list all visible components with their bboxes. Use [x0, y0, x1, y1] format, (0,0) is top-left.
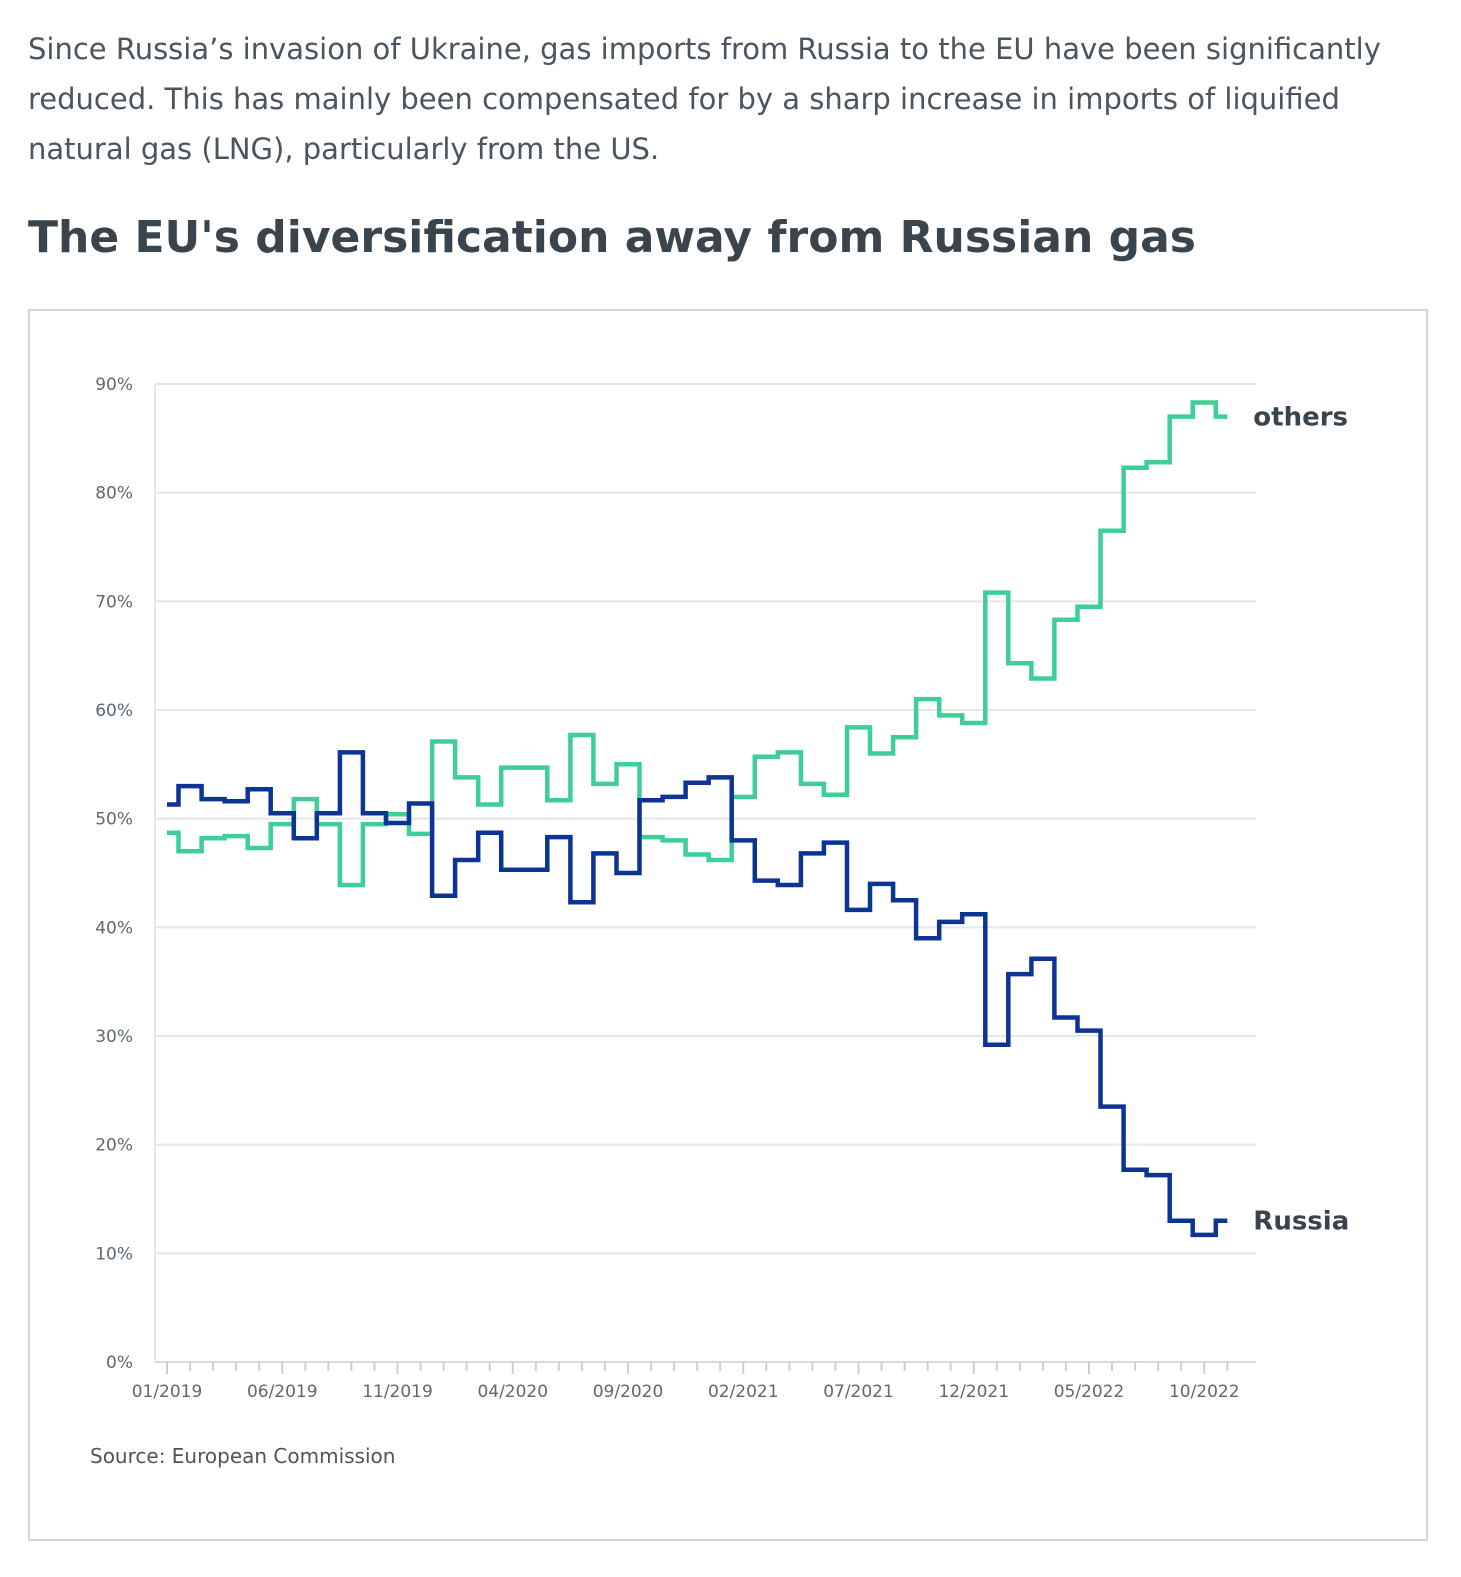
x-tick-label: 01/2019: [132, 1382, 203, 1402]
axes: [154, 384, 1256, 1363]
x-tick-label: 04/2020: [477, 1382, 548, 1402]
y-tick-label: 50%: [95, 810, 133, 830]
y-tick-label: 90%: [95, 375, 133, 395]
intro-text: Since Russia’s invasion of Ukraine, gas …: [28, 24, 1428, 174]
x-tick-label: 05/2022: [1054, 1382, 1125, 1402]
x-axis-ticks: 01/2019 06/2019 11/2019 04/2020 09/2020 02/20…: [132, 1362, 1240, 1402]
intro-line-3: natural gas (LNG), particularly from the…: [28, 132, 660, 166]
y-tick-label: 10%: [95, 1244, 133, 1264]
chart-heading: The EU's diversification away from Russi…: [28, 212, 1196, 263]
x-tick-label: 06/2019: [247, 1382, 318, 1402]
y-tick-label: 20%: [95, 1136, 133, 1156]
series-labels: others Russia: [1253, 403, 1349, 1237]
x-tick-label: 10/2022: [1169, 1382, 1240, 1402]
series-label-russia: Russia: [1253, 1207, 1349, 1237]
y-tick-label: 60%: [95, 701, 133, 721]
series-line-russia: [167, 750, 1228, 1238]
y-tick-label: 0%: [106, 1353, 133, 1373]
intro-line-2: reduced. This has mainly been compensate…: [28, 82, 1340, 116]
x-tick-label: 07/2021: [823, 1382, 894, 1402]
y-tick-label: 30%: [95, 1027, 133, 1047]
chart-container: 0% 10% 20% 30% 40% 50% 60% 70% 80% 90% 01/2019 06/…: [28, 309, 1428, 1541]
y-axis-ticks: 0% 10% 20% 30% 40% 50% 60% 70% 80% 90%: [95, 375, 133, 1373]
x-tick-label: 02/2021: [708, 1382, 779, 1402]
gridlines: [155, 383, 1256, 1255]
x-tick-label: 11/2019: [362, 1382, 433, 1402]
y-tick-label: 40%: [95, 918, 133, 938]
step-line-chart: 0% 10% 20% 30% 40% 50% 60% 70% 80% 90% 01/2019 06/…: [90, 375, 1349, 1468]
series-line-others: [167, 400, 1228, 888]
series-label-others: others: [1253, 403, 1348, 433]
x-tick-label: 12/2021: [938, 1382, 1009, 1402]
intro-line-1: Since Russia’s invasion of Ukraine, gas …: [28, 32, 1381, 66]
y-tick-label: 80%: [95, 484, 133, 504]
source-note: Source: European Commission: [90, 1444, 395, 1468]
x-tick-label: 09/2020: [593, 1382, 664, 1402]
series-lines: [167, 400, 1228, 1238]
y-tick-label: 70%: [95, 592, 133, 612]
